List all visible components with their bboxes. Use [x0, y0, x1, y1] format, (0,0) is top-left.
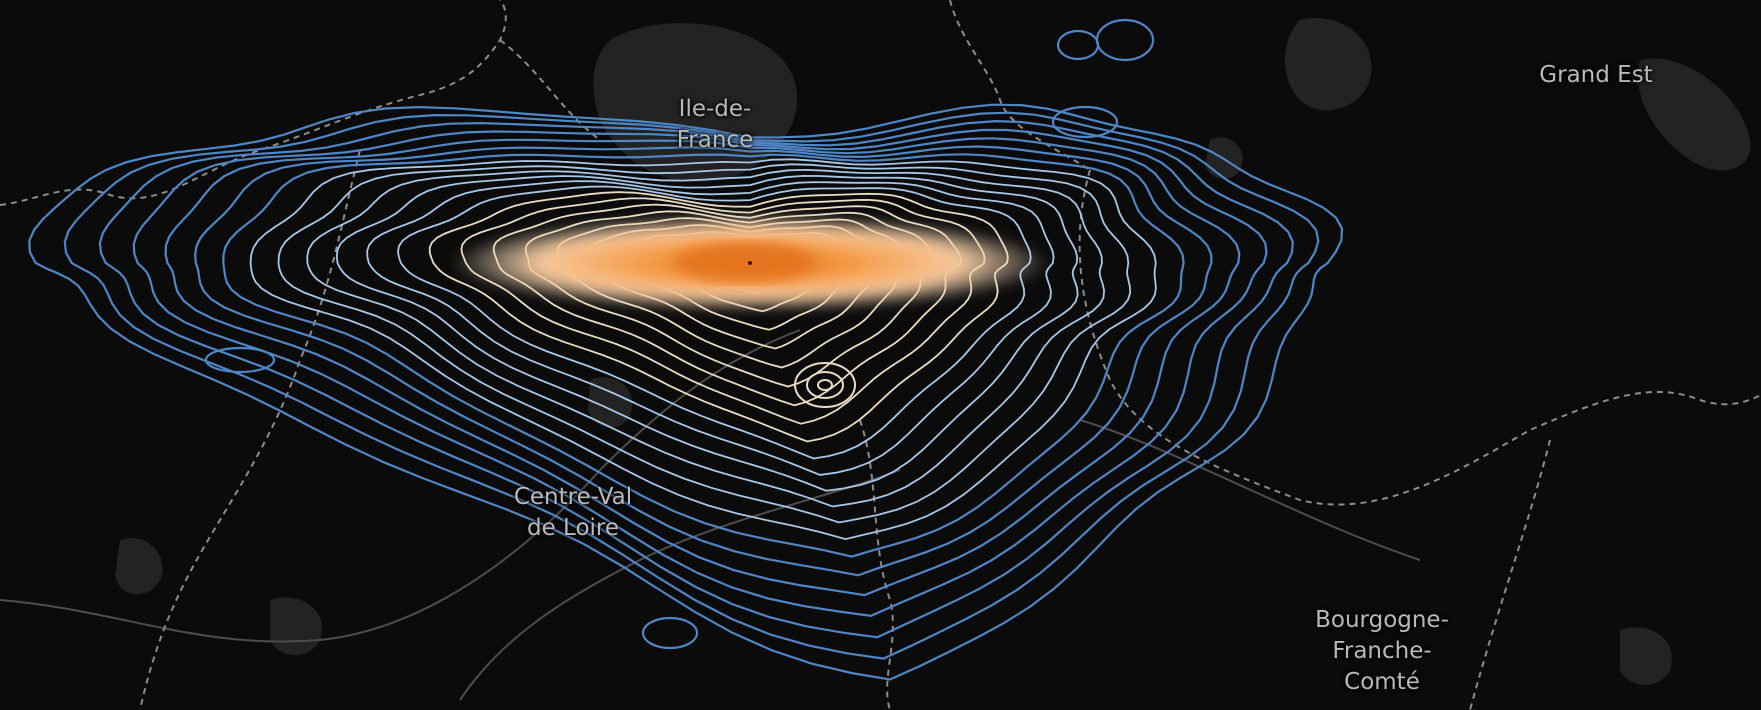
- density-contour-line: [306, 168, 1106, 508]
- region-label-bourgogne-franche-comte: Bourgogne- Franche- Comté: [1292, 605, 1472, 698]
- density-contour-line: [249, 158, 1157, 541]
- density-contour-line: [222, 153, 1185, 558]
- region-label-line: Centre-Val: [513, 484, 633, 510]
- density-contour-line: [428, 191, 1009, 443]
- region-label-line: de Loire: [526, 515, 620, 541]
- region-label-grand-est: Grand Est: [1516, 60, 1676, 91]
- region-label-line: Grand Est: [1539, 62, 1653, 88]
- region-label-line: Ile-de-: [678, 96, 752, 122]
- density-contour-line: [366, 180, 1055, 476]
- density-contour-line: [28, 103, 1344, 681]
- density-contour-line: [277, 163, 1132, 524]
- region-label-line: France: [676, 127, 754, 153]
- density-contour-line: [98, 119, 1294, 639]
- secondary-contours: [204, 18, 1155, 650]
- density-contour-line: [132, 128, 1268, 618]
- density-contour-line: [397, 185, 1032, 460]
- region-label-line: Bourgogne-: [1315, 607, 1449, 633]
- density-peak: [675, 242, 815, 282]
- region-label-line: Comté: [1344, 669, 1420, 695]
- roads: [0, 329, 1421, 701]
- density-contour-line: [164, 137, 1241, 597]
- density-contour-line: [63, 111, 1320, 660]
- density-contour-line: [194, 145, 1213, 577]
- density-contour-line: [335, 174, 1079, 492]
- density-peak-point: [748, 261, 752, 265]
- inner-loops: [794, 362, 856, 408]
- region-label-centre-val-de-loire: Centre-Val de Loire: [483, 482, 663, 544]
- region-label-line: Franche-: [1332, 638, 1432, 664]
- region-label-ile-de-france: Ile-de- France: [655, 94, 775, 156]
